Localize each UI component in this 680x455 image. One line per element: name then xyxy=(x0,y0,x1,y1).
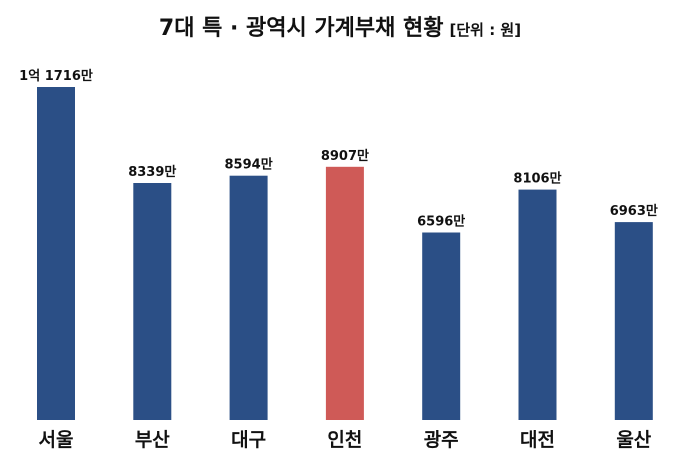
unit-note: [단위 : 원] xyxy=(449,21,522,39)
bar-대구 xyxy=(229,175,268,420)
bar-서울 xyxy=(37,87,75,420)
value-label-대전: 8106만 xyxy=(513,171,561,187)
bar-울산 xyxy=(614,222,653,420)
category-label-인천: 인천 xyxy=(327,429,362,451)
value-label-서울: 1억 1716만 xyxy=(19,68,93,84)
category-label-광주: 광주 xyxy=(424,429,459,451)
bar-부산 xyxy=(133,183,172,420)
bar-대전 xyxy=(518,189,557,420)
bar-인천 xyxy=(325,166,364,420)
chart-title: 7대 특 · 광역시 가계부채 현황 xyxy=(158,16,444,41)
chart-title-row: 7대 특 · 광역시 가계부채 현황 [단위 : 원] xyxy=(0,10,680,42)
category-label-부산: 부산 xyxy=(135,429,170,451)
value-label-울산: 6963만 xyxy=(610,203,658,219)
value-label-광주: 6596만 xyxy=(417,214,465,230)
category-label-울산: 울산 xyxy=(616,429,651,451)
category-label-서울: 서울 xyxy=(39,429,74,451)
category-label-대구: 대구 xyxy=(231,429,266,451)
value-label-부산: 8339만 xyxy=(128,164,176,180)
bar-광주 xyxy=(422,232,461,420)
category-label-대전: 대전 xyxy=(520,429,555,451)
value-label-인천: 8907만 xyxy=(321,148,369,164)
value-label-대구: 8594만 xyxy=(225,157,273,173)
